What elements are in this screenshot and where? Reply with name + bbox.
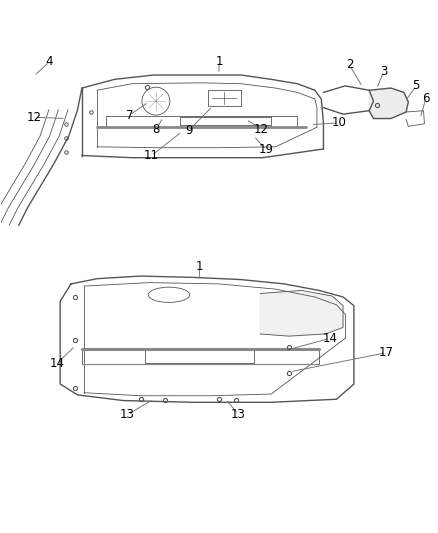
Text: 10: 10 [331, 116, 346, 130]
Text: 1: 1 [196, 260, 203, 273]
Text: 13: 13 [231, 408, 246, 421]
Text: 14: 14 [322, 332, 338, 345]
Text: 7: 7 [126, 109, 134, 122]
Text: 4: 4 [46, 55, 53, 68]
Polygon shape [260, 290, 343, 336]
Text: 1: 1 [215, 54, 223, 68]
Text: 13: 13 [120, 408, 135, 421]
Text: 12: 12 [254, 123, 269, 136]
Text: 3: 3 [380, 66, 387, 78]
Text: 2: 2 [346, 59, 353, 71]
Text: 9: 9 [185, 124, 192, 137]
Text: 8: 8 [152, 123, 159, 136]
Text: 12: 12 [27, 111, 42, 124]
Polygon shape [369, 88, 408, 118]
Text: 17: 17 [379, 346, 394, 359]
Text: 19: 19 [258, 143, 273, 156]
Text: 14: 14 [49, 357, 64, 369]
Text: 6: 6 [422, 92, 430, 106]
Text: 5: 5 [413, 79, 420, 92]
Text: 11: 11 [144, 149, 159, 162]
